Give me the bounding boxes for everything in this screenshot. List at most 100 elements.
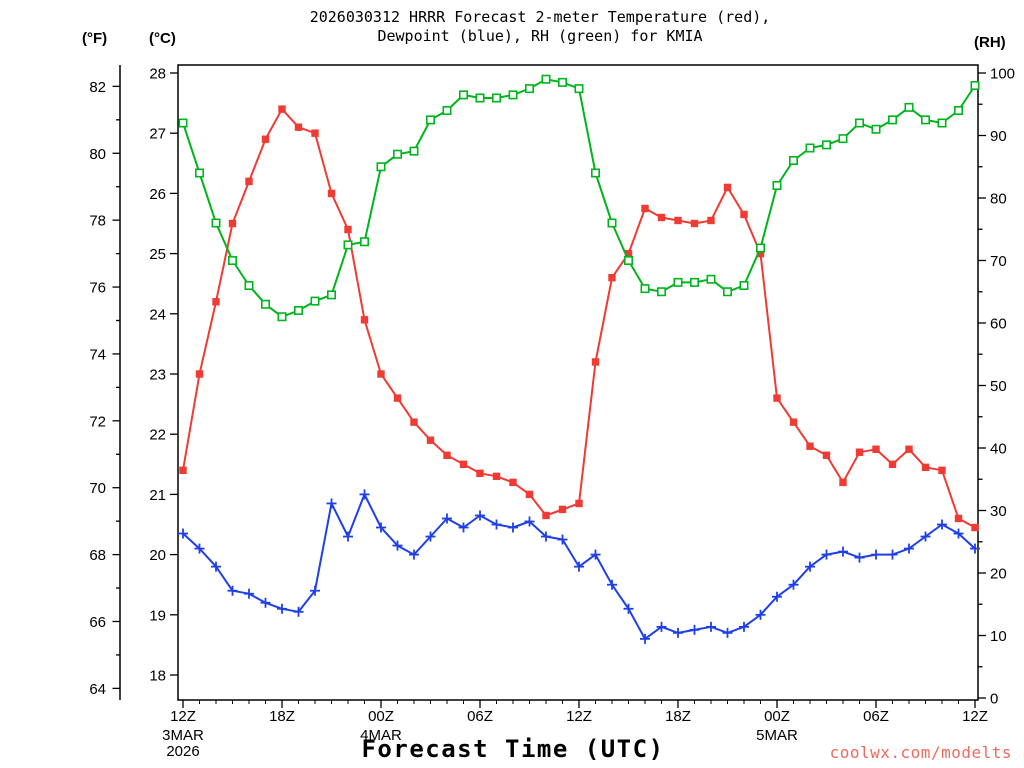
temperature-marker [905, 445, 913, 453]
rh-marker [805, 143, 815, 153]
rh-marker [772, 181, 782, 191]
fahrenheit-tick-label: 76 [89, 280, 106, 297]
date-label: 3MAR [162, 727, 204, 744]
temperature-marker [476, 469, 484, 478]
rh-tick-label: 30 [990, 503, 1007, 520]
rh-marker [970, 81, 980, 91]
celsius-tick-label: 18 [149, 668, 166, 685]
rh-marker [557, 77, 567, 87]
temperature-marker [575, 499, 583, 508]
rh-marker [640, 284, 650, 294]
rh-marker [442, 106, 452, 116]
temperature-marker [657, 213, 666, 222]
rh-marker [508, 90, 518, 100]
rh-marker [475, 93, 485, 103]
rh-tick-label: 50 [990, 378, 1007, 395]
rh-tick-label: 70 [990, 253, 1007, 270]
temperature-marker [641, 204, 649, 213]
rh-marker [541, 74, 551, 84]
fahrenheit-axis: 64 66 68 70 72 74 76 78 80 82 [89, 65, 121, 700]
temperature-marker [492, 472, 501, 481]
fahrenheit-tick-label: 74 [89, 346, 106, 363]
series-rh [178, 74, 980, 322]
date-label: 4MAR [360, 727, 402, 744]
time-tick-label: 00Z [764, 708, 790, 725]
rh-line [182, 78, 976, 318]
time-tick-label: 00Z [368, 708, 394, 725]
rh-marker [195, 168, 205, 178]
rh-marker [953, 106, 963, 116]
temperature-marker [888, 460, 897, 468]
chart-title-line2: Dewpoint (blue), RH (green) for KMIA [377, 27, 703, 45]
rh-marker [574, 84, 584, 94]
temperature-marker [179, 466, 187, 475]
rh-marker [376, 162, 386, 172]
temperature-line [182, 108, 976, 529]
rh-tick-label: 80 [990, 191, 1007, 208]
rh-marker [887, 115, 897, 125]
date-label: 2026 [166, 743, 199, 760]
temperature-marker [558, 505, 567, 514]
temperature-marker [393, 394, 402, 402]
celsius-tick-label: 20 [149, 547, 166, 564]
rh-marker [524, 84, 534, 94]
rh-marker [211, 218, 221, 228]
rh-marker [343, 240, 353, 250]
celsius-tick-label: 24 [149, 306, 166, 323]
temperature-marker [212, 298, 220, 306]
rh-marker [871, 124, 881, 134]
temperature-marker [525, 490, 534, 499]
celsius-tick-label: 23 [149, 367, 166, 384]
rh-marker [425, 115, 435, 125]
temperature-marker [954, 514, 963, 523]
rh-tick-label: 100 [990, 66, 1015, 83]
rh-marker [821, 140, 831, 150]
rh-marker [491, 93, 501, 103]
fahrenheit-tick-label: 64 [89, 681, 106, 698]
temperature-marker [261, 135, 270, 143]
fahrenheit-tick-label: 78 [89, 213, 106, 230]
rh-axis-unit-label: (RH) [974, 34, 1006, 51]
rh-marker [623, 255, 633, 265]
temperature-marker [608, 273, 616, 282]
temperature-marker [377, 370, 385, 378]
rh-marker [755, 243, 765, 253]
temperature-marker [740, 210, 748, 219]
rh-axis: 0 10 20 30 40 50 60 70 80 90 100 [978, 66, 1015, 708]
celsius-tick-label: 22 [149, 427, 166, 444]
rh-marker [326, 290, 336, 300]
temperature-marker [426, 436, 435, 444]
temperature-marker [344, 225, 352, 234]
temperature-marker [938, 466, 946, 475]
temperature-marker [624, 249, 633, 258]
celsius-tick-label: 27 [149, 126, 166, 143]
rh-marker [293, 305, 303, 315]
celsius-tick-label: 25 [149, 246, 166, 263]
rh-marker [854, 118, 864, 128]
temperature-marker [872, 445, 880, 453]
rh-marker [392, 149, 402, 159]
fahrenheit-tick-label: 72 [89, 413, 106, 430]
rh-marker [904, 102, 914, 112]
rh-marker [689, 277, 699, 287]
rh-tick-label: 60 [990, 316, 1007, 333]
celsius-tick-label: 28 [149, 66, 166, 83]
rh-marker [607, 218, 617, 228]
temperature-marker [756, 249, 765, 258]
temperature-marker [723, 183, 732, 192]
temperature-marker [311, 129, 319, 137]
temperature-marker [459, 460, 468, 468]
temperature-marker [674, 216, 682, 225]
temperature-marker [542, 511, 550, 520]
fahrenheit-tick-label: 82 [89, 79, 106, 96]
rh-marker [310, 296, 320, 306]
x-axis-title: Forecast Time (UTC) [361, 735, 665, 763]
rh-marker [706, 274, 716, 284]
celsius-tick-label: 21 [149, 487, 166, 504]
rh-marker [590, 168, 600, 178]
watermark-text: coolwx.com/modelts [829, 743, 1012, 762]
time-tick-label: 18Z [665, 708, 691, 725]
temperature-marker [327, 189, 336, 198]
